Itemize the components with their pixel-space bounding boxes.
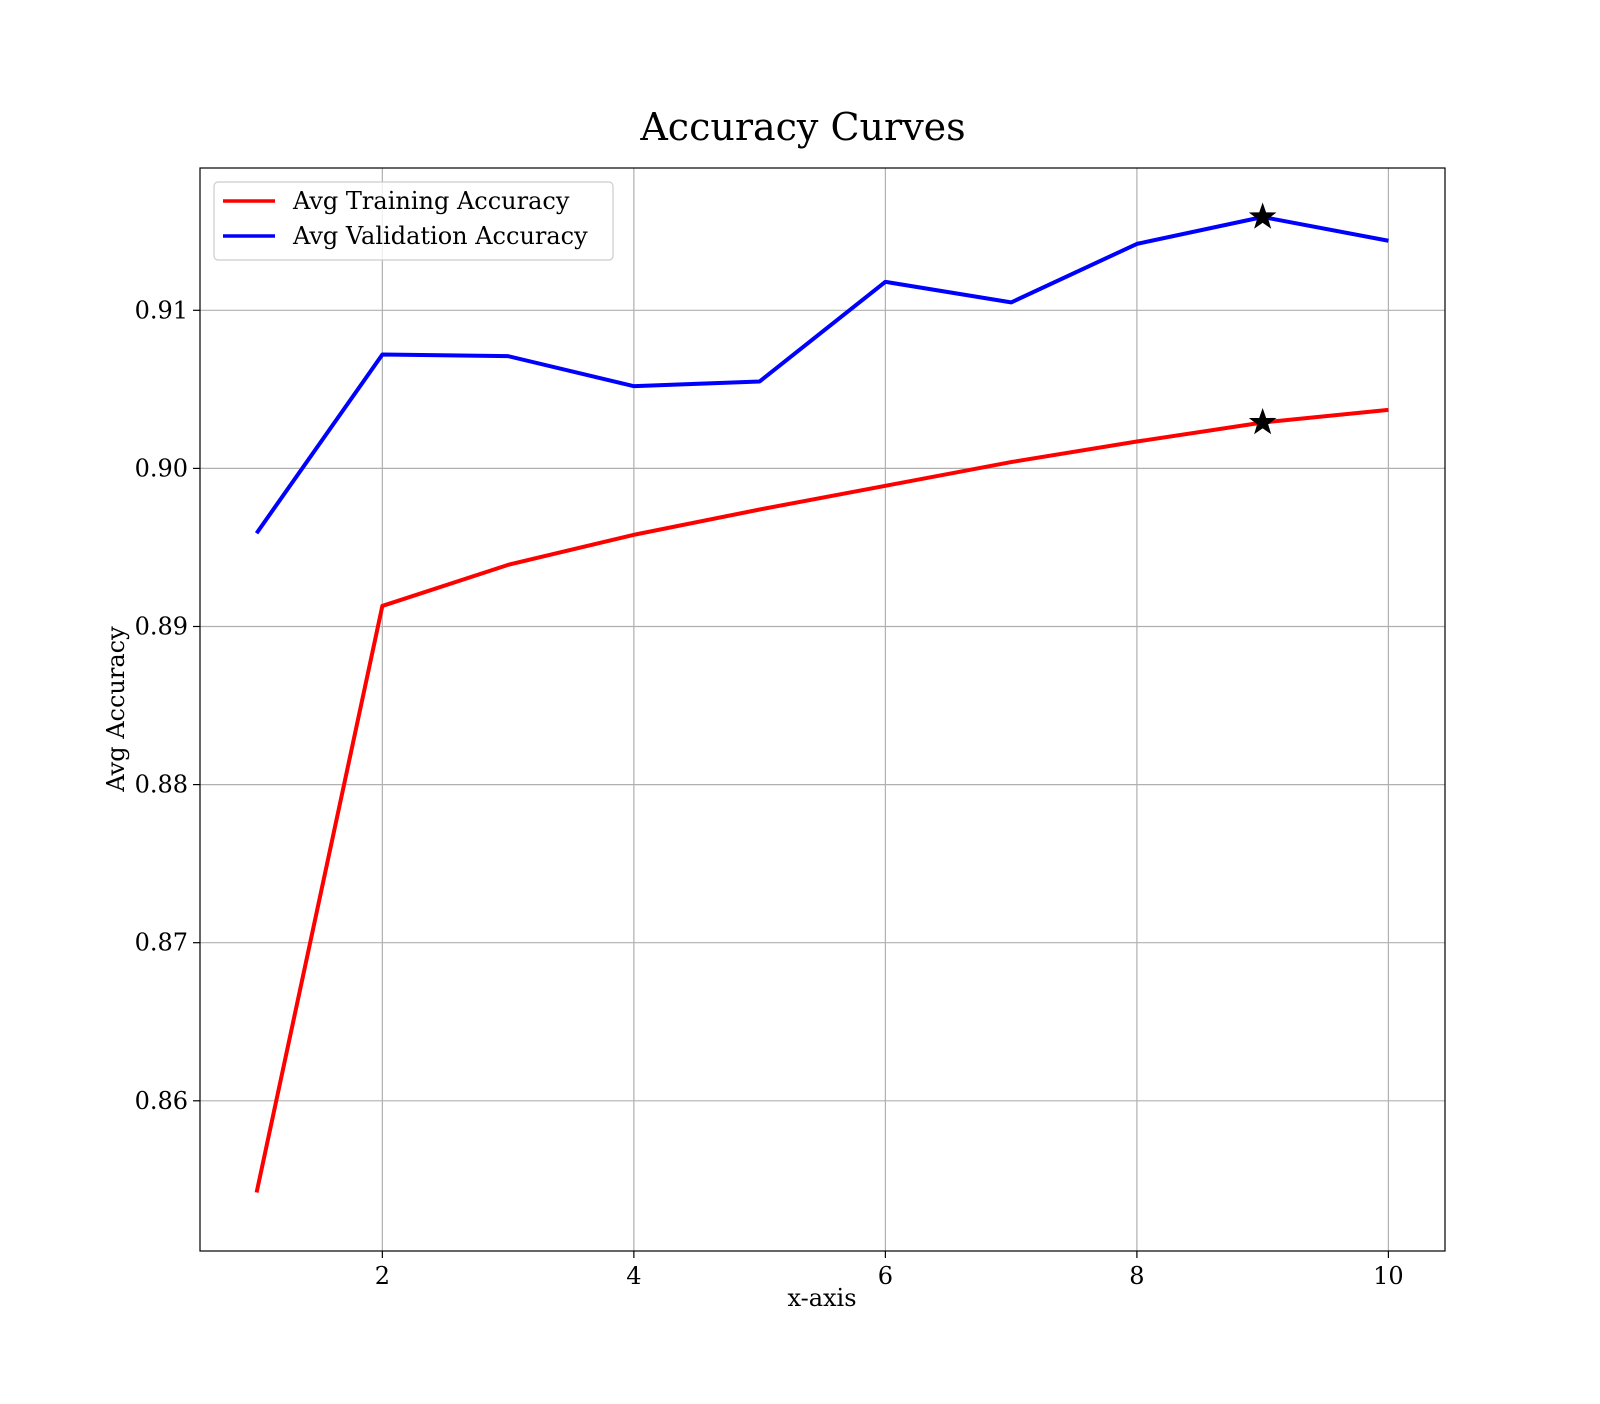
y-axis-label: Avg Accuracy — [102, 626, 130, 793]
y-tick-label: 0.86 — [135, 1087, 188, 1115]
series-line-validation — [254, 215, 1389, 535]
y-tick-label: 0.88 — [135, 771, 188, 799]
series-lines — [254, 215, 1389, 1193]
x-tick-label: 10 — [1373, 1262, 1404, 1290]
star-marker-validation — [1248, 202, 1277, 229]
x-ticks: 2 4 6 8 10 — [375, 1251, 1404, 1290]
x-tick-label: 4 — [626, 1262, 641, 1290]
y-tick-label: 0.89 — [135, 612, 188, 640]
legend-box — [213, 181, 614, 261]
legend: Avg Training Accuracy Avg Validation Acc… — [213, 181, 614, 261]
x-axis-label: x-axis — [787, 1284, 856, 1312]
y-tick-label: 0.87 — [135, 929, 188, 957]
x-tick-label: 6 — [878, 1262, 893, 1290]
star-marker-training — [1248, 408, 1277, 435]
x-tick-label: 2 — [375, 1262, 390, 1290]
series-line-training — [254, 407, 1389, 1193]
legend-label-training: Avg Training Accuracy — [292, 187, 570, 215]
plot-frame — [199, 167, 1446, 1252]
legend-label-validation: Avg Validation Accuracy — [292, 222, 588, 250]
y-tick-label: 0.90 — [135, 454, 188, 482]
chart-title: Accuracy Curves — [639, 105, 965, 149]
y-ticks: 0.86 0.87 0.88 0.89 0.90 0.91 — [135, 296, 200, 1115]
y-tick-label: 0.91 — [135, 296, 188, 324]
best-markers — [1248, 202, 1277, 435]
x-tick-label: 8 — [1129, 1262, 1144, 1290]
grid — [200, 168, 1445, 1251]
